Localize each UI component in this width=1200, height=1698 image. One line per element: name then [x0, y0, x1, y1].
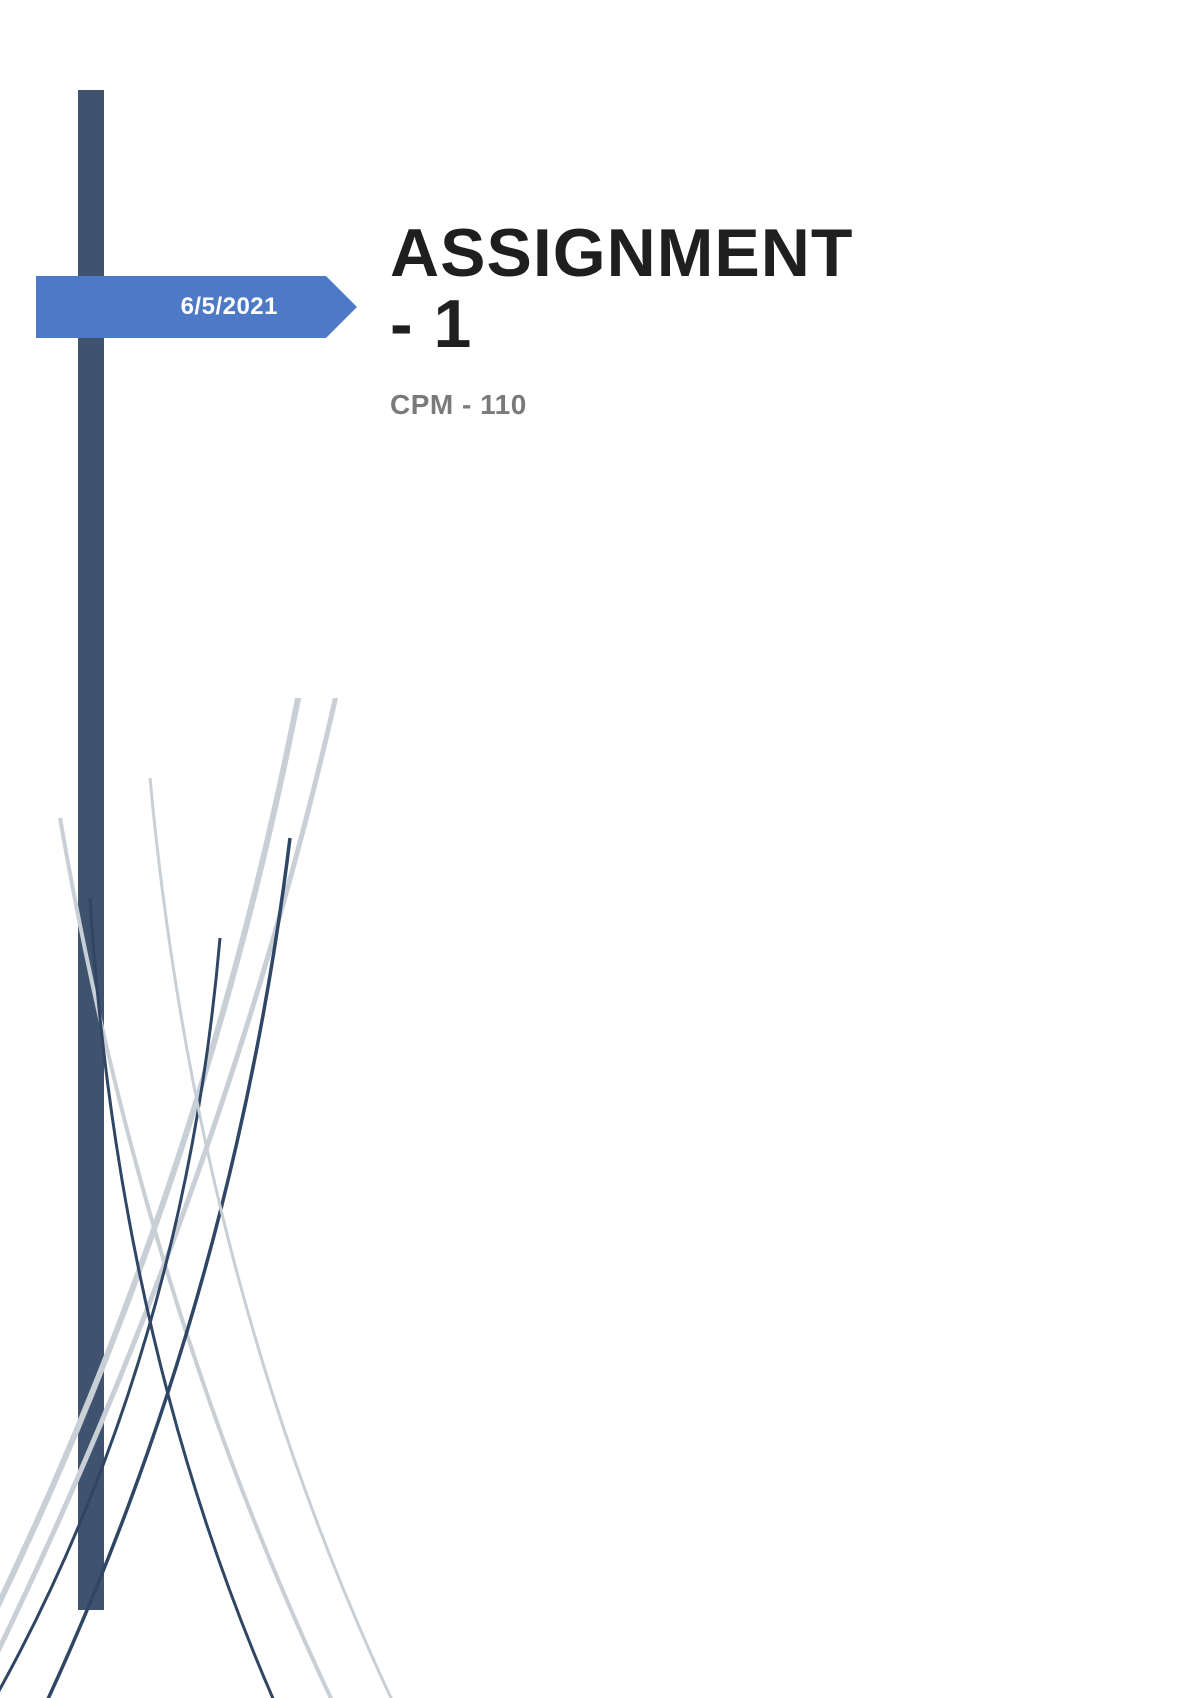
cover-page: 6/5/2021 ASSIGNMENT - 1 CPM - 110 — [0, 0, 1200, 1698]
date-text: 6/5/2021 — [181, 293, 278, 321]
title: ASSIGNMENT - 1 — [390, 218, 1150, 361]
title-line-2: - 1 — [390, 286, 472, 362]
date-ribbon: 6/5/2021 — [36, 276, 326, 338]
swoosh-curve-dark-3 — [90, 898, 300, 1698]
swoosh-curve-light-2 — [0, 698, 300, 1698]
swoosh-curve-dark-1 — [20, 838, 290, 1698]
decorative-swoosh — [0, 698, 700, 1698]
swoosh-curve-light-4 — [150, 778, 420, 1698]
subtitle: CPM - 110 — [390, 389, 1150, 421]
swoosh-curve-dark-2 — [0, 938, 220, 1698]
title-block: ASSIGNMENT - 1 CPM - 110 — [390, 218, 1150, 421]
swoosh-curve-light-1 — [0, 698, 340, 1698]
title-line-1: ASSIGNMENT — [390, 215, 853, 291]
swoosh-svg — [0, 698, 700, 1698]
swoosh-curve-light-3 — [60, 818, 360, 1698]
